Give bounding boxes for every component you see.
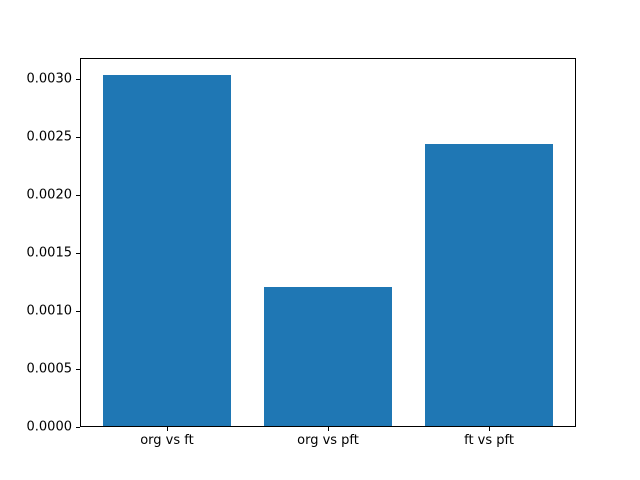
bar-org-vs-ft — [102, 74, 232, 426]
y-tick-mark — [76, 311, 80, 313]
bar-org-vs-pft — [263, 286, 393, 426]
x-tick-label: org vs pft — [297, 433, 359, 448]
x-tick-label: org vs ft — [140, 433, 194, 448]
x-tick-mark — [489, 427, 491, 431]
x-tick-mark — [328, 427, 329, 431]
y-tick-label: 0.0005 — [26, 361, 73, 377]
y-tick-mark — [76, 253, 80, 255]
x-tick-label: ft vs pft — [464, 433, 514, 448]
y-tick-label: 0.0020 — [26, 187, 73, 203]
y-tick-label: 0.0015 — [26, 245, 73, 261]
y-tick-mark — [76, 137, 80, 139]
y-tick-label: 0.0000 — [26, 419, 73, 435]
y-tick-mark — [76, 195, 80, 197]
plot-area — [80, 58, 576, 427]
bar-ft-vs-pft — [424, 144, 554, 426]
x-tick-mark — [166, 427, 168, 431]
y-tick-mark — [76, 79, 80, 81]
y-tick-mark — [76, 369, 80, 370]
y-tick-mark — [76, 427, 80, 428]
y-tick-label: 0.0010 — [26, 303, 73, 319]
y-tick-label: 0.0030 — [26, 71, 73, 87]
y-tick-label: 0.0025 — [26, 129, 73, 145]
